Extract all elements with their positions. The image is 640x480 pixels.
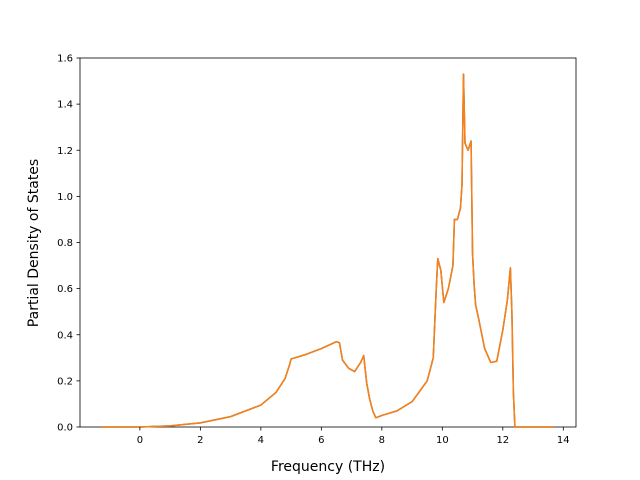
y-axis-label: Partial Density of States (26, 159, 42, 327)
y-tick-label: 0.2 (57, 376, 73, 387)
x-tick-label: 10 (436, 435, 449, 446)
x-tick-label: 12 (496, 435, 509, 446)
y-tick-label: 0.4 (57, 330, 73, 341)
x-axis-label: Frequency (THz) (271, 459, 385, 475)
x-tick-label: 0 (137, 435, 143, 446)
x-tick-label: 14 (557, 435, 570, 446)
x-tick-label: 2 (197, 435, 203, 446)
series-line-2 (101, 73, 555, 428)
x-tick-label: 8 (379, 435, 385, 446)
x-axis-ticks: 0 2 4 6 8 10 12 14 (137, 427, 570, 446)
y-tick-label: 0.6 (57, 284, 73, 295)
y-tick-label: 1.2 (57, 146, 73, 157)
y-tick-label: 1.6 (57, 54, 73, 65)
x-tick-label: 6 (318, 435, 324, 446)
y-axis-ticks: 0.0 0.2 0.4 0.6 0.8 1.0 1.2 1.4 1.6 (57, 54, 80, 434)
y-tick-label: 0.0 (57, 423, 73, 434)
y-tick-label: 1.0 (57, 192, 73, 203)
series-layer (101, 73, 555, 428)
x-tick-label: 4 (258, 435, 264, 446)
y-tick-label: 0.8 (57, 238, 73, 249)
y-tick-label: 1.4 (57, 100, 73, 111)
